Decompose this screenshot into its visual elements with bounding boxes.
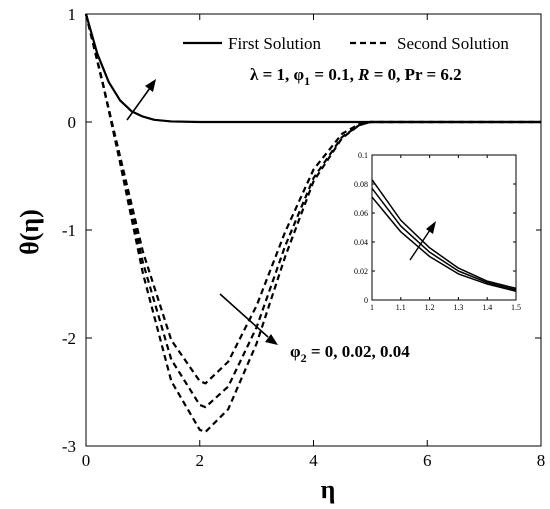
main-x-tick-label-0: 0 (82, 451, 91, 470)
inset-y-tick-label-4: 0.02 (354, 267, 368, 276)
inset-y-tick-label-1: 0.08 (354, 180, 368, 189)
main-y-tick-label-2: -1 (62, 221, 76, 240)
inset-series-line-1 (371, 187, 517, 291)
inset-x-tick-label-2: 1.2 (425, 303, 435, 312)
main-x-tick-label-4: 8 (537, 451, 546, 470)
inset-series-line-0 (371, 179, 517, 290)
legend-second-solution-label: Second Solution (397, 34, 509, 53)
inset-frame (371, 154, 517, 301)
inset: 1 1.1 1.2 1.3 1.4 1.5 0.1 0.08 0.06 0.04 0.02 0 (348, 143, 536, 312)
arrows (126, 79, 278, 345)
main-series-line-0 (84, 13, 541, 124)
main-x-tick-label-2: 4 (309, 451, 318, 470)
inset-x-tick-label-0: 1 (370, 303, 374, 312)
inset-x-tick-label-1: 1.1 (396, 303, 406, 312)
main-y-tick-label-1: 0 (68, 113, 77, 132)
phi2-arrow-line (219, 293, 269, 338)
main-series-line-2 (84, 13, 541, 434)
inset-axes: 1 1.1 1.2 1.3 1.4 1.5 0.1 0.08 0.06 0.04 0.02 0 (354, 151, 521, 312)
inset-y-tick-label-3: 0.04 (354, 238, 368, 247)
phi2-annotation: φ2 = 0, 0.02, 0.04 (290, 342, 410, 365)
inset-x-tick-label-5: 1.5 (511, 303, 521, 312)
legend-first-solution-label: First Solution (228, 34, 322, 53)
inset-x-tick-label-4: 1.4 (482, 303, 492, 312)
main-y-tick-label-4: -3 (62, 437, 76, 456)
x-axis-label: η (321, 475, 336, 504)
main-y-tick-label-0: 1 (68, 5, 77, 24)
first-solution-arrow-head (145, 79, 156, 92)
legend: First Solution Second Solution (183, 34, 509, 53)
inset-y-tick-label-2: 0.06 (354, 209, 368, 218)
main-plot-lines (84, 13, 541, 434)
inset-arrow-head (426, 221, 436, 234)
first-solution-arrow-line (126, 87, 151, 121)
inset-y-tick-label-0: 0.1 (358, 151, 368, 160)
inset-arrow-line (409, 229, 431, 261)
main-y-tick-label-3: -2 (62, 329, 76, 348)
inset-background (348, 143, 536, 305)
y-axis-label: θ(η) (15, 209, 44, 255)
main-axes: 0 2 4 6 810-1-2-3 (62, 5, 545, 470)
main-x-tick-label-1: 2 (196, 451, 205, 470)
inset-y-tick-label-5: 0 (364, 296, 368, 305)
inset-lines (371, 179, 517, 293)
main-series-line-3 (84, 13, 541, 385)
inset-series-line-2 (371, 196, 517, 293)
phi2-arrow-head (265, 334, 278, 345)
parameter-annotation: λ = 1, φ1 = 0.1, R = 0, Pr = 6.2 (250, 65, 462, 88)
main-x-tick-label-3: 6 (423, 451, 432, 470)
inset-x-tick-label-3: 1.3 (453, 303, 463, 312)
